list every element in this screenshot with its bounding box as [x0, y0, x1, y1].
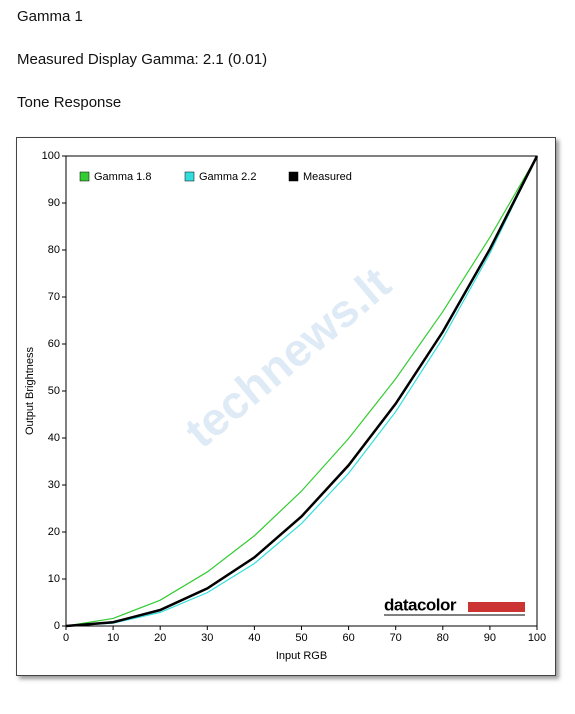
series-line: [65, 155, 538, 627]
legend-swatch: [184, 171, 195, 182]
series-line: [65, 155, 539, 628]
gamma-result: Measured Display Gamma: 2.1 (0.01): [17, 51, 268, 68]
y-tick-label: 80: [48, 244, 60, 256]
plot-area: [65, 155, 538, 627]
x-tick-label: 10: [107, 632, 119, 644]
legend-label: Measured: [303, 171, 352, 183]
y-tick-label: 30: [48, 479, 60, 491]
x-tick-label: 40: [248, 632, 260, 644]
page-title: Gamma 1: [17, 8, 83, 25]
x-tick-label: 20: [154, 632, 166, 644]
legend-label: Gamma 1.8: [94, 171, 151, 183]
x-axis-label: Input RGB: [276, 650, 327, 662]
x-tick-label: 50: [295, 632, 307, 644]
x-tick-label: 100: [528, 632, 546, 644]
logo: datacolor: [384, 595, 457, 614]
y-tick-label: 70: [48, 291, 60, 303]
y-tick-label: 0: [54, 620, 60, 632]
y-tick-label: 10: [48, 573, 60, 585]
y-tick-label: 50: [48, 385, 60, 397]
chart-frame: [16, 137, 556, 676]
x-tick-label: 60: [342, 632, 354, 644]
legend-swatch: [79, 171, 90, 182]
x-tick-label: 80: [437, 632, 449, 644]
y-tick-label: 90: [48, 197, 60, 209]
y-tick-label: 40: [48, 432, 60, 444]
logo-bar: [468, 602, 525, 612]
legend-label: Gamma 2.2: [199, 171, 256, 183]
x-tick-label: 0: [63, 632, 69, 644]
x-tick-label: 90: [484, 632, 496, 644]
x-tick-label: 70: [390, 632, 402, 644]
y-tick-label: 100: [42, 150, 60, 162]
y-tick-label: 60: [48, 338, 60, 350]
y-axis-label: Output Brightness: [24, 346, 36, 435]
x-tick-label: 30: [201, 632, 213, 644]
legend-swatch: [288, 171, 299, 182]
y-tick-label: 20: [48, 526, 60, 538]
series-line: [65, 155, 538, 627]
watermark: technews.lt: [175, 257, 400, 458]
section-title: Tone Response: [17, 94, 122, 111]
